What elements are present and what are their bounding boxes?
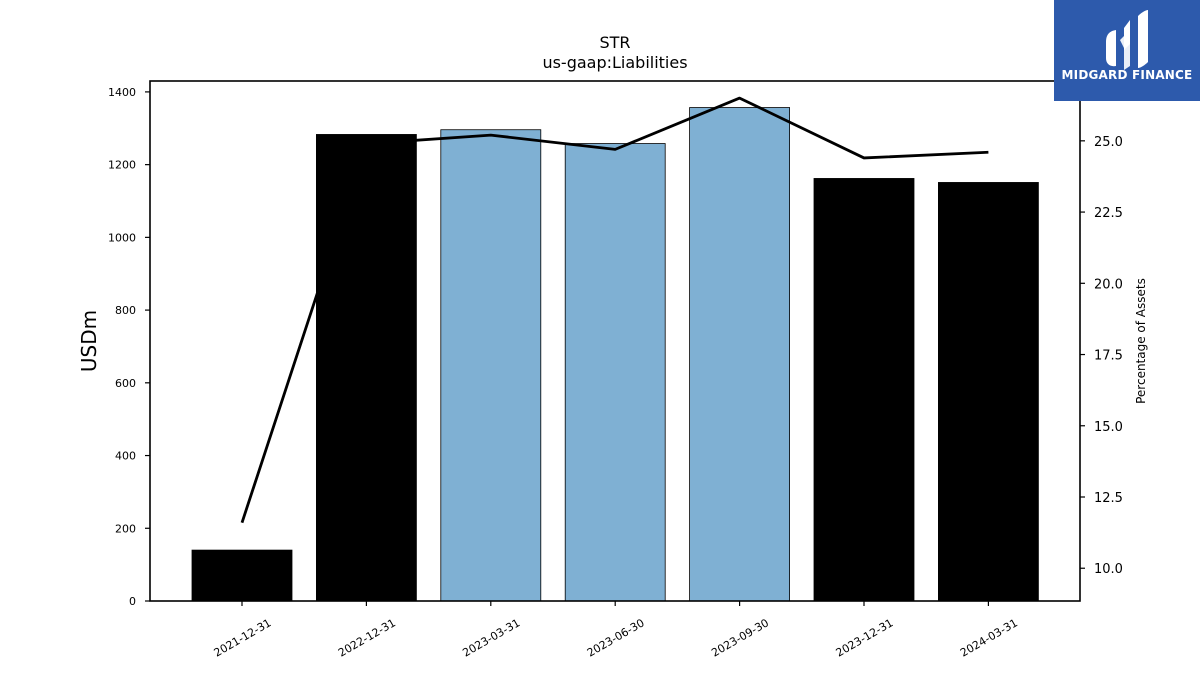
y-tick-label: 800 (115, 304, 136, 317)
x-tick-label: 2023-06-30 (585, 616, 647, 659)
y2-tick-label: 10.0 (1094, 562, 1123, 577)
bar (315, 134, 417, 602)
y2-axis-label: Percentage of Assets (1134, 278, 1148, 404)
y2-tick-label: 17.5 (1094, 349, 1123, 364)
y2-tick-label: 25.0 (1094, 135, 1123, 150)
y-tick-label: 200 (115, 522, 136, 535)
x-tick-label: 2021-12-31 (212, 616, 274, 659)
bar (938, 182, 1039, 602)
x-tick-label: 2023-12-31 (834, 616, 896, 659)
logo-text: MIDGARD FINANCE (1061, 68, 1193, 82)
y-tick-label: 1000 (108, 231, 136, 244)
bar (813, 178, 915, 602)
x-tick-label: 2023-03-31 (460, 616, 522, 659)
y2-tick-label: 22.5 (1094, 206, 1123, 221)
chart-subtitle: us-gaap:Liabilities (542, 53, 688, 72)
midgard-finance-logo: MIDGARD FINANCE (1054, 0, 1200, 101)
y2-tick-label: 12.5 (1094, 491, 1123, 506)
midgard-logo-icon (1106, 10, 1148, 70)
y-tick-label: 1200 (108, 159, 136, 172)
y-axis-label: USDm (77, 310, 101, 372)
y-tick-label: 600 (115, 377, 136, 390)
y-tick-label: 0 (129, 595, 136, 608)
percentage-line (240, 96, 989, 524)
bar (689, 107, 790, 602)
x-tick-label: 2023-09-30 (709, 616, 771, 659)
bar (564, 143, 666, 602)
chart-title: STR (599, 33, 631, 52)
y-tick-label: 1400 (108, 86, 136, 99)
x-tick-label: 2024-03-31 (958, 616, 1020, 659)
y-tick-label: 400 (115, 450, 136, 463)
y2-tick-label: 15.0 (1094, 420, 1123, 435)
y2-tick-label: 20.0 (1094, 277, 1123, 292)
x-tick-label: 2022-12-31 (336, 616, 398, 659)
bar (191, 549, 293, 602)
bar (440, 129, 542, 602)
